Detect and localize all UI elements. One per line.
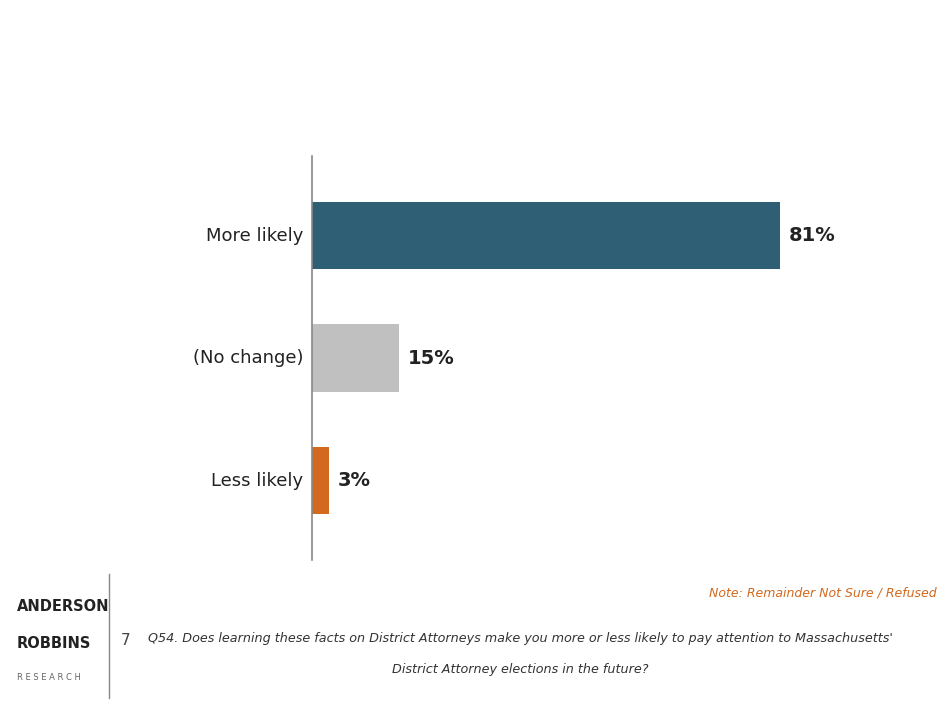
Text: R E S E A R C H: R E S E A R C H — [17, 674, 81, 682]
Text: hearing facts about their power and autonomy.: hearing facts about their power and auto… — [21, 78, 726, 104]
Text: 81%: 81% — [788, 226, 835, 245]
Text: Note: Remainder Not Sure / Refused: Note: Remainder Not Sure / Refused — [709, 586, 937, 599]
Bar — [312, 202, 780, 269]
Text: Q54. Does learning these facts on District Attorneys make you more or less likel: Q54. Does learning these facts on Distri… — [148, 632, 893, 644]
Text: District Attorney elections in the future?: District Attorney elections in the futur… — [392, 663, 649, 676]
Text: Voters are much more likely to pay attention to DA elections after: Voters are much more likely to pay atten… — [21, 30, 946, 56]
Text: Less likely: Less likely — [211, 471, 304, 489]
Bar — [312, 447, 329, 514]
Text: 3%: 3% — [338, 471, 371, 490]
Text: 15%: 15% — [408, 349, 454, 367]
Text: More likely: More likely — [206, 227, 304, 245]
Text: ROBBINS: ROBBINS — [17, 636, 92, 652]
Bar — [312, 325, 399, 391]
Text: (No change): (No change) — [193, 349, 304, 367]
Text: 7: 7 — [121, 633, 131, 649]
Text: ANDERSON: ANDERSON — [17, 599, 110, 615]
